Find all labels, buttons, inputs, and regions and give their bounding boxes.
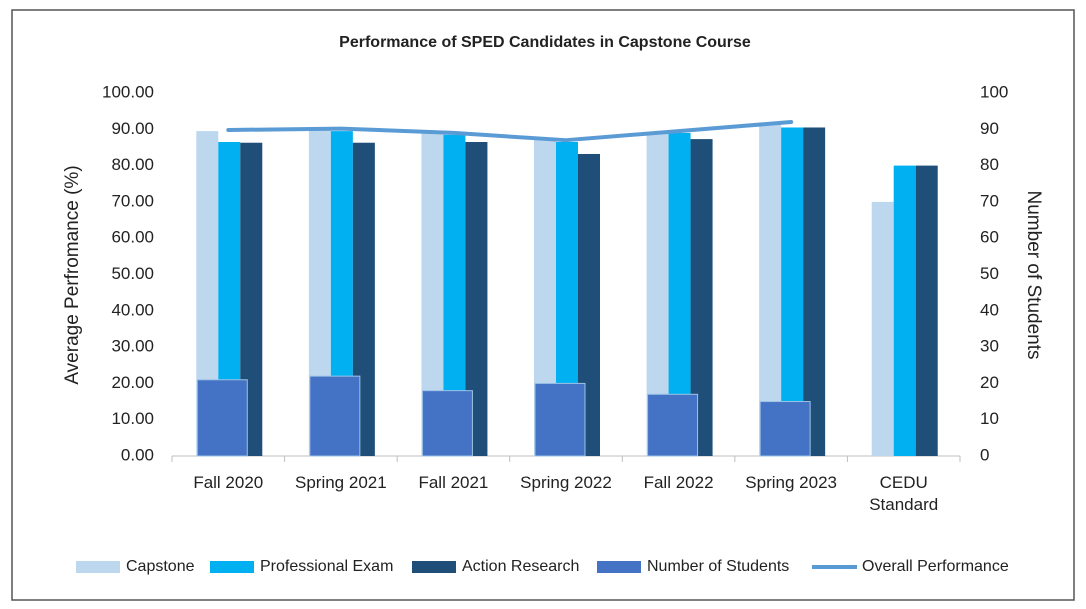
legend-swatch: [597, 561, 641, 573]
bar: [218, 142, 241, 456]
bar: [668, 132, 691, 456]
y-tick-label: 100.00: [102, 82, 154, 101]
bar: [915, 165, 938, 456]
bar: [196, 131, 219, 457]
bar: [308, 129, 331, 457]
y2-tick-label: 90: [980, 119, 999, 138]
y2-tick-label: 20: [980, 373, 999, 392]
y-tick-label: 90.00: [111, 119, 154, 138]
x-tick-label: Spring 2021: [295, 473, 387, 492]
bar: [309, 375, 361, 457]
y2-tick-label: 30: [980, 337, 999, 356]
line: [226, 120, 794, 143]
bar: [759, 401, 811, 457]
y2-tick-label: 60: [980, 228, 999, 247]
x-tick-label: CEDU Standard: [869, 473, 939, 514]
bar: [690, 139, 713, 456]
bar: [578, 153, 600, 456]
x-tick-label: Fall 2021: [418, 473, 489, 492]
bar: [534, 382, 586, 457]
legend-label: Action Research: [462, 558, 579, 575]
legend-swatch: [412, 561, 456, 573]
bar: [465, 142, 488, 456]
legend-label: Overall Performance: [862, 558, 1009, 575]
bar: [646, 132, 669, 456]
bar: [421, 132, 444, 456]
chart-title: Performance of SPED Candidates in Capsto…: [339, 34, 751, 51]
y2-axis-title: Number of Students: [1023, 191, 1044, 360]
legend-swatch: [76, 561, 120, 573]
y-tick-label: 50.00: [111, 264, 154, 283]
bar: [240, 142, 263, 456]
bar: [803, 127, 826, 457]
y2-tick-label: 40: [980, 300, 999, 319]
y-tick-label: 60.00: [111, 228, 154, 247]
bar: [893, 165, 916, 456]
x-tick-label: Fall 2020: [193, 473, 264, 492]
x-tick-label: Spring 2023: [745, 473, 837, 492]
legend-label: Professional Exam: [260, 558, 393, 575]
bar: [421, 390, 473, 457]
y-tick-label: 80.00: [111, 155, 154, 174]
legend-swatch: [210, 561, 254, 573]
bar: [443, 134, 466, 456]
x-tick-label: Fall 2022: [643, 473, 714, 492]
bar: [647, 393, 699, 457]
y2-tick-label: 10: [980, 409, 999, 428]
y2-tick-label: 70: [980, 191, 999, 210]
bar: [556, 142, 578, 456]
y-tick-label: 30.00: [111, 337, 154, 356]
bar: [781, 127, 804, 457]
y-tick-label: 20.00: [111, 373, 154, 392]
bar: [871, 201, 894, 456]
y-tick-label: 0.00: [121, 445, 154, 464]
y-tick-label: 40.00: [111, 300, 154, 319]
y2-tick-label: 80: [980, 155, 999, 174]
legend-label: Capstone: [126, 558, 195, 575]
bar: [759, 123, 782, 456]
y2-tick-label: 0: [980, 445, 989, 464]
y-tick-label: 70.00: [111, 191, 154, 210]
bar: [196, 379, 248, 457]
y-tick-label: 10.00: [111, 409, 154, 428]
y2-tick-label: 50: [980, 264, 999, 283]
bar: [534, 138, 556, 456]
x-tick-label: Spring 2022: [520, 473, 612, 492]
legend-label: Number of Students: [647, 558, 789, 575]
y-axis-title: Average Perfromance (%): [62, 165, 83, 384]
bar: [330, 131, 353, 457]
y2-tick-label: 100: [980, 82, 1008, 101]
